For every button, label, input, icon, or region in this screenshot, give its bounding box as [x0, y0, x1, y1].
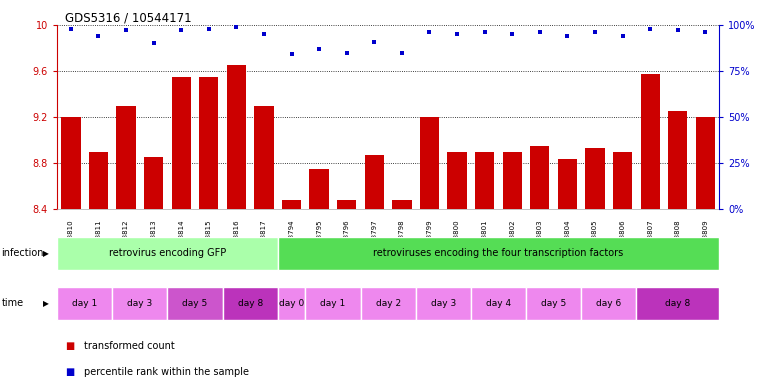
Bar — [526, 287, 581, 320]
Bar — [530, 146, 549, 209]
Text: day 1: day 1 — [320, 299, 345, 308]
Bar — [365, 155, 384, 209]
Bar — [310, 169, 329, 209]
Point — [202, 26, 215, 32]
Text: day 3: day 3 — [431, 299, 456, 308]
Bar — [668, 111, 687, 209]
Bar — [558, 159, 577, 209]
Bar — [61, 117, 81, 209]
Text: day 5: day 5 — [541, 299, 566, 308]
Point — [644, 26, 656, 32]
Bar — [254, 106, 274, 209]
Point — [313, 46, 325, 52]
Bar — [420, 117, 439, 209]
Bar — [475, 152, 495, 209]
Bar — [278, 237, 719, 270]
Text: infection: infection — [2, 248, 44, 258]
Bar — [222, 287, 278, 320]
Bar — [581, 287, 636, 320]
Text: ■: ■ — [65, 341, 74, 351]
Text: ■: ■ — [65, 367, 74, 377]
Text: day 4: day 4 — [486, 299, 511, 308]
Point — [672, 27, 684, 33]
Bar — [57, 237, 278, 270]
Text: percentile rank within the sample: percentile rank within the sample — [84, 367, 249, 377]
Point — [65, 26, 77, 32]
Bar — [116, 106, 135, 209]
Point — [175, 27, 187, 33]
Point — [506, 31, 518, 37]
Bar — [361, 287, 416, 320]
Text: time: time — [2, 298, 24, 308]
Bar — [89, 152, 108, 209]
Text: day 5: day 5 — [183, 299, 208, 308]
Text: day 0: day 0 — [279, 299, 304, 308]
Bar — [57, 287, 113, 320]
Point — [533, 29, 546, 35]
Point — [341, 50, 353, 56]
Text: retrovirus encoding GFP: retrovirus encoding GFP — [109, 248, 226, 258]
Text: day 3: day 3 — [127, 299, 152, 308]
Text: ▶: ▶ — [43, 249, 49, 258]
Bar — [636, 287, 719, 320]
Bar — [337, 200, 356, 209]
Bar — [447, 152, 466, 209]
Bar — [113, 287, 167, 320]
Text: transformed count: transformed count — [84, 341, 174, 351]
Point — [562, 33, 574, 39]
Bar — [171, 77, 191, 209]
Text: day 8: day 8 — [237, 299, 263, 308]
Point — [589, 29, 601, 35]
Point — [368, 38, 380, 45]
Bar — [282, 200, 301, 209]
Point — [285, 51, 298, 58]
Point — [479, 29, 491, 35]
Bar — [502, 152, 522, 209]
Point — [616, 33, 629, 39]
Bar — [227, 65, 246, 209]
Bar — [278, 287, 305, 320]
Point — [451, 31, 463, 37]
Bar — [641, 74, 660, 209]
Point — [396, 50, 408, 56]
Text: day 1: day 1 — [72, 299, 97, 308]
Text: retroviruses encoding the four transcription factors: retroviruses encoding the four transcrip… — [374, 248, 623, 258]
Text: day 2: day 2 — [375, 299, 401, 308]
Point — [231, 24, 243, 30]
Bar — [696, 117, 715, 209]
Bar — [144, 157, 164, 209]
Bar — [167, 287, 222, 320]
Bar — [305, 287, 361, 320]
Bar — [199, 77, 218, 209]
Text: ▶: ▶ — [43, 299, 49, 308]
Bar — [416, 287, 471, 320]
Point — [258, 31, 270, 37]
Point — [148, 40, 160, 46]
Point — [699, 29, 712, 35]
Point — [423, 29, 435, 35]
Bar — [585, 148, 605, 209]
Point — [120, 27, 132, 33]
Bar — [392, 200, 412, 209]
Bar — [471, 287, 526, 320]
Point — [92, 33, 104, 39]
Text: day 6: day 6 — [596, 299, 622, 308]
Text: day 8: day 8 — [665, 299, 690, 308]
Bar — [613, 152, 632, 209]
Text: GDS5316 / 10544171: GDS5316 / 10544171 — [65, 12, 191, 25]
